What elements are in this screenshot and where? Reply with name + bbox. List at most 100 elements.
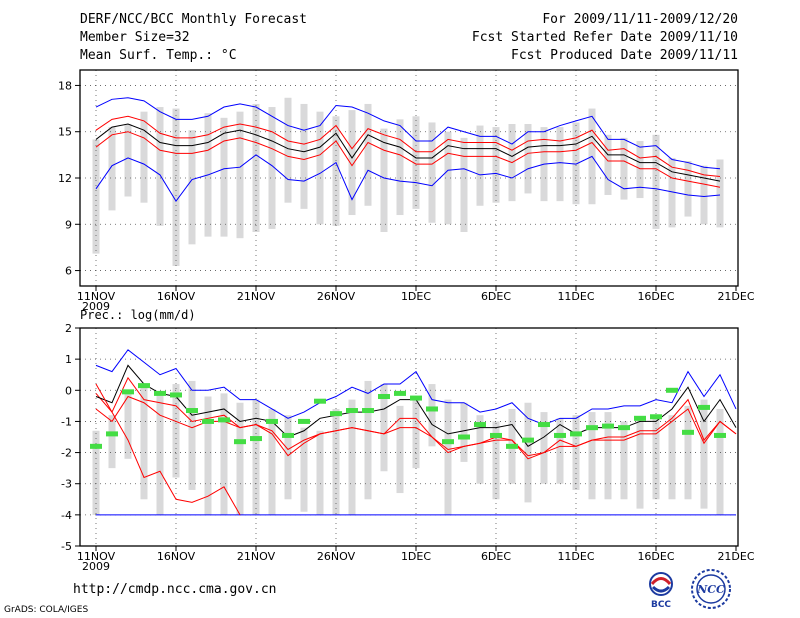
y-tick-label: 6	[65, 265, 72, 278]
obs-marker	[426, 406, 438, 412]
y-tick-label: -3	[61, 478, 72, 491]
x-tick-label: 16NOV	[157, 290, 196, 303]
ensemble-bar	[492, 421, 500, 500]
obs-marker	[538, 422, 550, 428]
forecast-period: For 2009/11/11-2009/12/20	[542, 12, 738, 27]
ensemble-bar	[668, 415, 676, 500]
obs-marker	[282, 432, 294, 438]
ensemble-bar	[524, 402, 532, 503]
obs-marker	[186, 408, 198, 414]
ensemble-bar	[620, 137, 628, 200]
ensemble-bar	[268, 107, 276, 229]
ensemble-bar	[332, 116, 340, 226]
ensemble-bar	[108, 127, 116, 211]
ensemble-bar	[92, 139, 100, 254]
ensemble-bar	[540, 412, 548, 484]
obs-marker	[714, 432, 726, 438]
ensemble-bar	[476, 415, 484, 484]
obs-marker	[410, 395, 422, 401]
ensemble-bar	[380, 384, 388, 472]
ensemble-bar	[604, 412, 612, 500]
x-tick-label: 6DEC	[481, 550, 511, 563]
ensemble-bar	[252, 103, 260, 232]
obs-marker	[154, 390, 166, 396]
ensemble-bar	[236, 402, 244, 515]
ensemble-bar	[620, 421, 628, 500]
y-tick-label: 15	[58, 126, 72, 139]
x-tick-label: 16NOV	[157, 550, 196, 563]
obs-marker	[234, 439, 246, 445]
forecast-started: Fcst Started Refer Date 2009/11/10	[471, 30, 738, 45]
x-tick-label: 16DEC	[637, 550, 674, 563]
ensemble-bar	[636, 418, 644, 509]
ensemble-bar	[204, 396, 212, 515]
ensemble-bar	[140, 111, 148, 203]
footer-url[interactable]: http://cmdp.ncc.cma.gov.cn	[73, 582, 277, 597]
ensemble-bar	[684, 161, 692, 217]
panel-temperature: 6 9 12 15 18 11NOV 16NOV 21NOV 26NOV 1DEC 6DEC 11DE…	[58, 69, 755, 313]
x-tick-label: 11DEC	[557, 290, 594, 303]
obs-marker	[346, 408, 358, 414]
obs-marker	[394, 390, 406, 396]
obs-marker	[698, 404, 710, 410]
obs-marker	[314, 398, 326, 404]
obs-marker	[506, 443, 518, 449]
variable-label: Mean Surf. Temp.: °C	[80, 48, 237, 63]
ensemble-bar	[492, 127, 500, 203]
y-tick-label: 1	[65, 353, 72, 366]
forecast-produced: Fcst Produced Date 2009/11/11	[511, 48, 738, 63]
ensemble-bar	[684, 405, 692, 500]
ensemble-bar	[412, 116, 420, 209]
chart-title: DERF/NCC/BCC Monthly Forecast	[80, 12, 307, 27]
ensemble-bar	[444, 131, 452, 225]
obs-marker	[362, 408, 374, 414]
ensemble-bar	[188, 130, 196, 245]
obs-marker	[298, 418, 310, 424]
ensemble-bar	[156, 393, 164, 515]
x-tick-label: 26NOV	[317, 290, 356, 303]
x-tick-label: 1DEC	[401, 290, 431, 303]
ensemble-bar	[252, 399, 260, 515]
y-tick-label: 12	[58, 172, 72, 185]
ensemble-bar	[316, 430, 324, 515]
obs-marker	[90, 443, 102, 449]
ensemble-bar	[156, 107, 164, 226]
bcc-logo-text: BCC	[651, 600, 671, 609]
obs-marker	[266, 418, 278, 424]
y-tick-label: -2	[61, 447, 72, 460]
ensemble-bar	[380, 128, 388, 232]
obs-marker	[650, 414, 662, 420]
ensemble-bar	[140, 387, 148, 500]
x-tick-label: 16DEC	[637, 290, 674, 303]
series-lower	[95, 131, 721, 188]
bcc-logo: BCC	[649, 572, 673, 609]
series-upper	[95, 115, 721, 177]
ensemble-bar	[332, 408, 340, 515]
ensemble-bar	[364, 380, 372, 500]
x-tick-label: 11NOV	[77, 550, 116, 563]
obs-marker	[378, 394, 390, 400]
obs-marker	[682, 429, 694, 435]
x-tick-label: 21NOV	[237, 290, 276, 303]
ensemble-bar	[572, 122, 580, 205]
obs-marker	[330, 411, 342, 417]
ensemble-bar	[524, 124, 532, 194]
obs-marker	[202, 418, 214, 424]
y-tick-label: 0	[65, 384, 72, 397]
year-label: 2009	[82, 300, 110, 313]
ensemble-bar	[652, 134, 660, 229]
ensemble-bar	[108, 415, 116, 469]
ensemble-bar	[700, 165, 708, 225]
series-min	[95, 154, 721, 203]
y-tick-label: -4	[61, 509, 72, 522]
x-tick-label: 11NOV	[77, 290, 116, 303]
obs-marker	[570, 431, 582, 437]
y-tick-label: -1	[61, 415, 72, 428]
ensemble-bar	[396, 405, 404, 494]
obs-marker	[554, 432, 566, 438]
obs-marker	[442, 439, 454, 445]
ensemble-bar	[428, 122, 436, 223]
ensemble-bar	[716, 408, 724, 515]
ensemble-bar	[172, 384, 180, 478]
obs-marker	[618, 425, 630, 431]
